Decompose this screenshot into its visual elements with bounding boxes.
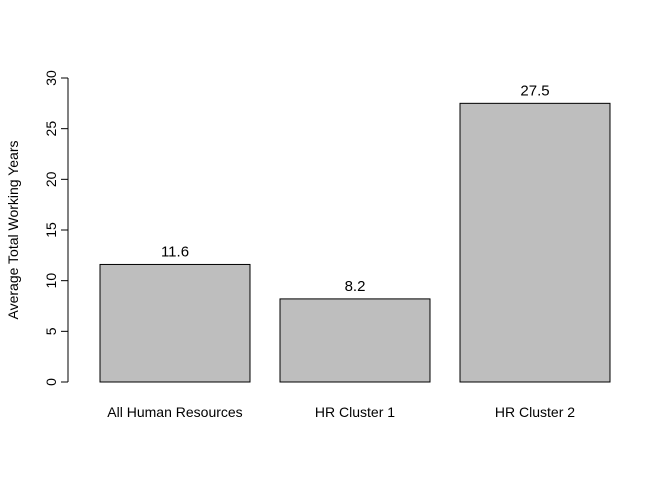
y-tick-label: 0 bbox=[43, 378, 59, 386]
data-label: 11.6 bbox=[161, 243, 189, 260]
bar bbox=[99, 263, 251, 383]
y-axis: 0 5 10 15 20 25 30 bbox=[43, 70, 69, 386]
y-tick-label: 15 bbox=[43, 222, 59, 238]
y-tick-label: 10 bbox=[43, 273, 59, 289]
y-tick-label: 20 bbox=[43, 171, 59, 187]
bars bbox=[99, 102, 611, 383]
y-axis-title: Average Total Working Years bbox=[5, 140, 21, 319]
y-tick-label: 25 bbox=[43, 121, 59, 137]
data-labels: 11.6 8.2 27.5 bbox=[161, 82, 550, 295]
bar bbox=[459, 102, 611, 383]
y-tick-label: 30 bbox=[43, 70, 59, 86]
category-label: HR Cluster 2 bbox=[495, 404, 575, 420]
category-label: HR Cluster 1 bbox=[315, 404, 395, 420]
y-tick-label: 5 bbox=[43, 327, 59, 335]
bar bbox=[279, 298, 431, 383]
category-label: All Human Resources bbox=[107, 404, 242, 420]
data-label: 8.2 bbox=[345, 278, 366, 295]
category-labels: All Human Resources HR Cluster 1 HR Cluste… bbox=[107, 404, 575, 420]
data-label: 27.5 bbox=[520, 82, 549, 99]
